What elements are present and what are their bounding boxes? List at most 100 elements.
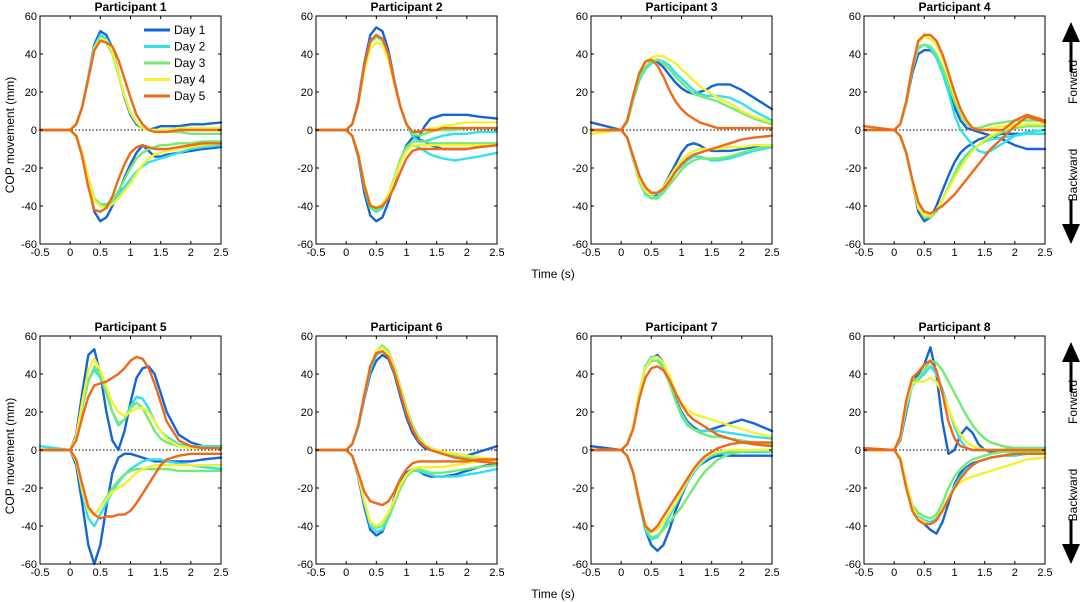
x-tick-label: 0.5 <box>917 567 932 579</box>
y-tick-label: 40 <box>301 49 313 61</box>
y-tick-label: 60 <box>849 11 861 23</box>
y-tick-label: -40 <box>572 521 588 533</box>
y-tick-label: 20 <box>849 87 861 99</box>
y-tick-label: 0 <box>31 445 37 457</box>
y-tick-label: 20 <box>576 87 588 99</box>
y-tick-label: -40 <box>845 521 861 533</box>
x-tick-label: 1.5 <box>704 247 719 259</box>
series-line-day-1-backward <box>589 448 774 552</box>
y-tick-label: 60 <box>301 11 313 23</box>
y-tick-label: -40 <box>297 521 313 533</box>
series-line-day-5-backward <box>38 128 223 213</box>
panel-title: Participant 4 <box>918 0 990 14</box>
series-line-day-5-backward <box>314 128 499 210</box>
x-tick-label: 2 <box>1012 567 1018 579</box>
x-tick-label: 0 <box>618 567 624 579</box>
down-arrow-icon <box>1062 224 1080 244</box>
x-tick-label: 2 <box>464 567 470 579</box>
forward-label: Forward <box>1066 380 1080 424</box>
direction-indicator-bottom: Forward Backward <box>1062 342 1080 564</box>
x-tick-label: -0.5 <box>31 567 50 579</box>
y-tick-label: 0 <box>855 125 861 137</box>
y-tick-label: 60 <box>849 331 861 343</box>
y-tick-label: -40 <box>845 201 861 213</box>
x-tick-label: 1.5 <box>429 247 444 259</box>
y-axis-label-top: COP movement (mm) <box>3 77 17 193</box>
x-tick-label: 2.5 <box>489 567 504 579</box>
y-tick-label: 0 <box>307 445 313 457</box>
series-line-day-4-backward <box>38 128 223 210</box>
legend-label: Day 1 <box>174 23 206 37</box>
x-tick-label: -0.5 <box>855 567 874 579</box>
y-tick-label: -20 <box>845 483 861 495</box>
x-tick-label: -0.5 <box>582 567 601 579</box>
x-tick-label: -0.5 <box>855 247 874 259</box>
y-tick-label: 0 <box>31 125 37 137</box>
y-tick-label: -20 <box>572 483 588 495</box>
x-tick-label: 2.5 <box>213 567 228 579</box>
series-line-day-5-forward <box>38 355 223 452</box>
x-tick-label: 1 <box>951 567 957 579</box>
y-tick-label: 60 <box>301 331 313 343</box>
x-tick-label: 1 <box>127 247 133 259</box>
panel-8: Participant 8 -0.5 0 0.5 1 1.5 2 2.5 -60 -40 -20 0 2… <box>845 320 1053 579</box>
series-line-day-4-backward <box>862 123 1047 217</box>
series-line-day-2-backward <box>589 448 774 541</box>
series-line-day-3-backward <box>862 124 1047 219</box>
y-tick-label: 20 <box>301 407 313 419</box>
legend-label: Day 3 <box>174 56 206 70</box>
y-tick-label: -20 <box>21 483 37 495</box>
panel-title: Participant 1 <box>94 0 166 14</box>
y-tick-label: 20 <box>849 407 861 419</box>
x-axis-label-bottom: Time (s) <box>531 587 575 601</box>
x-tick-label: 0.5 <box>93 567 108 579</box>
series-line-day-5-forward <box>38 39 223 134</box>
series-line-day-4-backward <box>314 128 499 210</box>
x-tick-label: -0.5 <box>31 247 50 259</box>
y-tick-label: 60 <box>25 331 37 343</box>
legend-label: Day 5 <box>174 89 206 103</box>
x-tick-label: 2.5 <box>489 247 504 259</box>
series-line-day-4-forward <box>314 346 499 461</box>
x-tick-label: 2 <box>464 247 470 259</box>
x-tick-label: 2 <box>739 247 745 259</box>
legend-label: Day 4 <box>174 73 206 87</box>
series-line-day-3-forward <box>589 58 774 132</box>
y-tick-label: -20 <box>21 163 37 175</box>
y-tick-label: 60 <box>25 11 37 23</box>
y-tick-label: -60 <box>572 559 588 571</box>
y-tick-label: 40 <box>576 49 588 61</box>
legend-label: Day 2 <box>174 40 206 54</box>
x-tick-label: 1.5 <box>153 247 168 259</box>
x-tick-label: 2.5 <box>764 247 779 259</box>
y-tick-label: -20 <box>297 163 313 175</box>
y-tick-label: 20 <box>301 87 313 99</box>
y-tick-label: -60 <box>21 239 37 251</box>
panel-3: Participant 3 -0.5 0 0.5 1 1.5 2 2.5 -60 -40 -20 0 2… <box>572 0 780 259</box>
series-line-day-5-forward <box>314 33 499 134</box>
direction-indicator-top: Forward Backward <box>1062 22 1080 244</box>
x-tick-label: 0 <box>891 567 897 579</box>
down-arrow-icon <box>1062 544 1080 564</box>
series-line-day-4-forward <box>589 54 774 136</box>
x-tick-label: 0 <box>618 247 624 259</box>
series-line-day-3-forward <box>314 344 499 461</box>
x-tick-label: 0 <box>343 247 349 259</box>
series-line-day-1-forward <box>38 348 223 452</box>
x-tick-label: 2.5 <box>213 247 228 259</box>
x-tick-label: 2 <box>188 247 194 259</box>
x-tick-label: 2.5 <box>1037 567 1052 579</box>
y-tick-label: 60 <box>576 331 588 343</box>
x-tick-label: 0.5 <box>644 567 659 579</box>
y-tick-label: 20 <box>576 407 588 419</box>
x-tick-label: 0.5 <box>369 247 384 259</box>
y-tick-label: -60 <box>845 239 861 251</box>
y-tick-label: -20 <box>297 483 313 495</box>
x-tick-label: 2 <box>739 567 745 579</box>
y-tick-label: -60 <box>572 239 588 251</box>
x-tick-label: 1 <box>678 247 684 259</box>
y-tick-label: 60 <box>576 11 588 23</box>
x-tick-label: 2.5 <box>764 567 779 579</box>
panel-2: Participant 2 -0.5 0 0.5 1 1.5 2 2.5 -60 -40 -20 0 2… <box>297 0 505 259</box>
